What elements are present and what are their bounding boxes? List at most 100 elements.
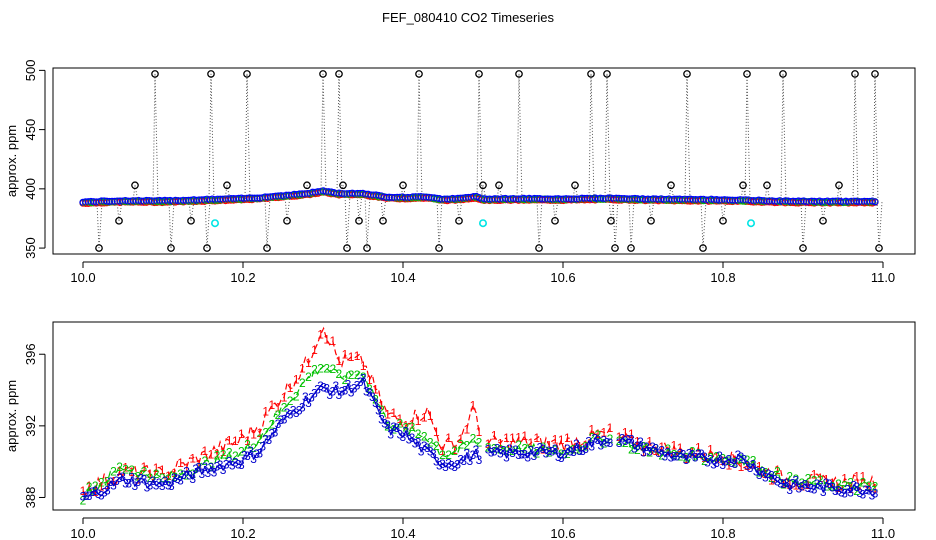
bottom-series-1-marker: 1 bbox=[147, 467, 154, 481]
bottom-series-2-marker: 2 bbox=[847, 476, 854, 490]
top-flagged-point bbox=[799, 244, 807, 252]
bottom-series-1-marker: 1 bbox=[707, 442, 714, 456]
top-flag-connector bbox=[320, 73, 324, 192]
bottom-series-1-marker: 1 bbox=[811, 467, 818, 481]
bottom-series-3-marker: 3 bbox=[198, 467, 205, 481]
bottom-series-2-marker: 2 bbox=[805, 472, 812, 486]
top-flag-connector bbox=[418, 73, 423, 198]
bottom-series-2-marker: 2 bbox=[342, 373, 349, 387]
bottom-series-1-marker: 1 bbox=[390, 406, 397, 420]
bottom-series-3-marker: 3 bbox=[604, 436, 611, 450]
bottom-series-3-marker: 3 bbox=[534, 444, 541, 458]
bottom-series-3-marker: 3 bbox=[320, 381, 327, 395]
top-flag-connector bbox=[876, 201, 880, 249]
bottom-series-3-marker: 3 bbox=[208, 460, 215, 474]
top-flagged-point bbox=[871, 70, 879, 78]
bottom-series-3-marker: 3 bbox=[872, 487, 879, 501]
bottom-series-3-marker: 3 bbox=[281, 413, 288, 427]
bottom-series-2-marker: 2 bbox=[707, 451, 714, 465]
bottom-series-2-marker: 2 bbox=[823, 479, 830, 493]
top-flagged-point bbox=[95, 244, 103, 252]
bottom-series-2-marker: 2 bbox=[360, 370, 367, 384]
bottom-series-1-marker: 1 bbox=[872, 481, 879, 495]
bottom-series-2-marker: 2 bbox=[744, 453, 751, 467]
bottom-y-tick-label: 392 bbox=[23, 415, 38, 437]
bottom-series-3-marker: 3 bbox=[470, 448, 477, 462]
bottom-series-2-marker: 2 bbox=[658, 448, 665, 462]
bottom-series-1-marker: 1 bbox=[220, 445, 227, 459]
bottom-series-3-marker: 3 bbox=[859, 488, 866, 502]
bottom-series-3-line bbox=[82, 377, 480, 498]
top-flagged-point bbox=[355, 216, 363, 225]
bottom-series-3-marker: 3 bbox=[363, 384, 370, 398]
bottom-series-3-marker: 3 bbox=[451, 460, 458, 474]
bottom-series-1-marker: 1 bbox=[86, 479, 93, 493]
bottom-series-3-marker: 3 bbox=[235, 457, 242, 471]
bottom-x-tick-label: 11.0 bbox=[871, 526, 895, 540]
bottom-series-2-marker: 2 bbox=[671, 447, 678, 461]
bottom-series-3-marker: 3 bbox=[665, 445, 672, 459]
top-flag-connector bbox=[604, 73, 608, 199]
top-flagged-point bbox=[739, 181, 747, 190]
bottom-series-1-marker: 1 bbox=[250, 427, 257, 441]
top-flagged-point bbox=[627, 244, 635, 252]
bottom-series-3-marker: 3 bbox=[646, 444, 653, 458]
bottom-series-2-marker: 2 bbox=[177, 467, 184, 481]
bottom-series-3-marker: 3 bbox=[494, 442, 501, 456]
bottom-series-2-marker: 2 bbox=[396, 417, 403, 431]
bottom-series-2-marker: 2 bbox=[497, 442, 504, 456]
bottom-series-1-line bbox=[82, 326, 480, 496]
bottom-series-3-marker: 3 bbox=[430, 447, 437, 461]
bottom-series-1-marker: 1 bbox=[786, 478, 793, 492]
bottom-series-3-marker: 3 bbox=[424, 441, 431, 455]
bottom-series-3-marker: 3 bbox=[403, 424, 410, 438]
bottom-series-1-marker: 1 bbox=[159, 463, 166, 477]
top-flagged-point bbox=[243, 70, 251, 78]
bottom-series-2-marker: 2 bbox=[701, 454, 708, 468]
bottom-series-2-marker: 2 bbox=[189, 467, 196, 481]
bottom-series-3-marker: 3 bbox=[369, 390, 376, 404]
bottom-series-3-marker: 3 bbox=[503, 450, 510, 464]
top-flag-connector bbox=[872, 73, 876, 202]
bottom-series-3-marker: 3 bbox=[256, 446, 263, 460]
bottom-series-3-marker: 3 bbox=[853, 480, 860, 494]
bottom-series-3-marker: 3 bbox=[113, 474, 120, 488]
bottom-series-1-marker: 1 bbox=[607, 421, 614, 435]
top-flag-connector bbox=[686, 73, 691, 201]
top-flag-connector bbox=[552, 199, 556, 221]
bottom-series-3-marker: 3 bbox=[540, 442, 547, 456]
bottom-series-3-marker: 3 bbox=[110, 479, 117, 493]
bottom-series-3-marker: 3 bbox=[765, 467, 772, 481]
bottom-series-3-marker: 3 bbox=[457, 452, 464, 466]
bottom-series-2-marker: 2 bbox=[281, 401, 288, 415]
bottom-series-2-marker: 2 bbox=[287, 394, 294, 408]
top-flag-connector bbox=[380, 196, 384, 221]
top-baseline-point bbox=[105, 197, 114, 206]
bottom-series-3-marker: 3 bbox=[713, 456, 720, 470]
bottom-series-2-marker: 2 bbox=[463, 439, 470, 453]
bottom-series-1-marker: 1 bbox=[616, 430, 623, 444]
bottom-series-3-marker: 3 bbox=[412, 437, 419, 451]
bottom-series-3-marker: 3 bbox=[473, 443, 480, 457]
bottom-series-3-marker: 3 bbox=[549, 444, 556, 458]
bottom-series-3-marker: 3 bbox=[393, 421, 400, 435]
bottom-series-1-marker: 1 bbox=[652, 444, 659, 458]
bottom-series-1-marker: 1 bbox=[403, 419, 410, 433]
bottom-series-3-marker: 3 bbox=[250, 452, 257, 466]
bottom-series-3-marker: 3 bbox=[856, 486, 863, 500]
bottom-series-1-marker: 1 bbox=[564, 431, 571, 445]
bottom-series-3-marker: 3 bbox=[732, 457, 739, 471]
bottom-series-1-marker: 1 bbox=[128, 465, 135, 479]
bottom-series-3-marker: 3 bbox=[253, 447, 260, 461]
bottom-series-1-marker: 1 bbox=[269, 398, 276, 412]
bottom-series-1-marker: 1 bbox=[372, 383, 379, 397]
bottom-series-3-marker: 3 bbox=[439, 457, 446, 471]
bottom-series-1-marker: 1 bbox=[646, 435, 653, 449]
bottom-series-2-marker: 2 bbox=[86, 480, 93, 494]
bottom-series-2-marker: 2 bbox=[98, 476, 105, 490]
bottom-series-3-marker: 3 bbox=[259, 439, 266, 453]
bottom-series-3-marker: 3 bbox=[189, 472, 196, 486]
bottom-series-2-marker: 2 bbox=[305, 370, 312, 384]
bottom-series-3-marker: 3 bbox=[515, 448, 522, 462]
